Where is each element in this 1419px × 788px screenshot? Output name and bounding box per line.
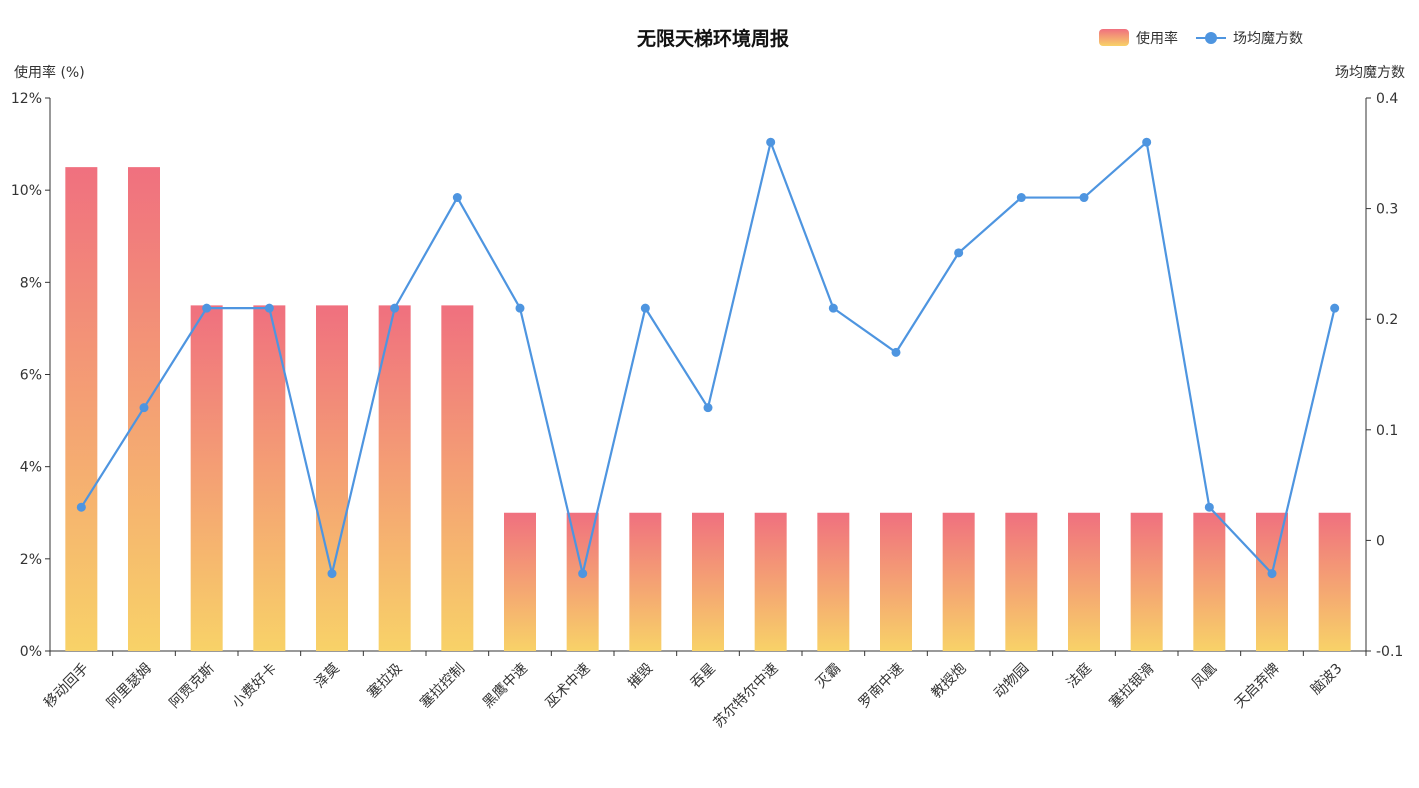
x-category-label: 黑鹰中速 — [480, 661, 531, 712]
avg-cubes-point[interactable] — [1079, 193, 1089, 203]
usage-bar[interactable] — [880, 512, 912, 651]
x-category-label: 摧毁 — [625, 661, 656, 692]
avg-cubes-point[interactable] — [891, 347, 901, 357]
bar-series-usage — [65, 167, 1351, 651]
avg-cubes-point[interactable] — [1142, 137, 1152, 147]
avg-cubes-point[interactable] — [1267, 569, 1277, 579]
x-category-label: 法庭 — [1063, 660, 1095, 692]
usage-bar[interactable] — [817, 512, 850, 651]
left-tick-label: 2% — [20, 552, 42, 568]
x-category-label: 塞拉圾 — [364, 660, 406, 702]
left-tick-label: 0% — [20, 644, 42, 660]
usage-bar[interactable] — [378, 305, 411, 651]
left-tick-label: 10% — [11, 183, 42, 199]
avg-cubes-point[interactable] — [139, 403, 149, 413]
usage-bar[interactable] — [942, 512, 975, 651]
avg-cubes-point[interactable] — [1330, 303, 1340, 313]
avg-cubes-point[interactable] — [515, 303, 525, 313]
x-category-label: 凤凰 — [1189, 661, 1220, 692]
usage-bar[interactable] — [629, 512, 662, 651]
usage-bar[interactable] — [692, 512, 724, 651]
right-tick-label: 0.4 — [1376, 91, 1398, 107]
legend-bar-swatch — [1099, 29, 1129, 46]
avg-cubes-point[interactable] — [828, 303, 838, 313]
left-axis-ticks: 0% 2% 4% 6% 8% 10% 12% — [11, 91, 50, 660]
legend-line-marker — [1205, 32, 1217, 44]
legend-label-avg-cubes: 场均魔方数 — [1233, 31, 1303, 47]
avg-cubes-point[interactable] — [954, 248, 964, 258]
avg-cubes-point[interactable] — [390, 303, 400, 313]
avg-cubes-point[interactable] — [327, 569, 337, 579]
avg-cubes-point[interactable] — [1016, 193, 1026, 203]
usage-bar[interactable] — [1130, 512, 1163, 651]
x-category-label: 教授炮 — [928, 661, 969, 702]
legend[interactable]: 使用率 场均魔方数 — [1099, 29, 1303, 47]
usage-bar[interactable] — [441, 305, 474, 651]
line-series-avg-cubes — [76, 137, 1340, 579]
x-axis-ticks: 移动回手 阿里瑟姆 阿贾克斯 小费好卡 泽莫 塞拉圾 塞拉控制 黑鹰中速 巫术中速 摧毁 吞星苏尔特… — [41, 651, 1367, 732]
legend-item-avg-cubes[interactable]: 场均魔方数 — [1196, 31, 1303, 47]
x-category-label: 动物园 — [991, 661, 1032, 702]
usage-bar[interactable] — [1005, 512, 1038, 651]
x-category-label: 泽莫 — [312, 661, 343, 692]
x-category-label: 脑波3 — [1308, 661, 1345, 698]
usage-bar[interactable] — [1256, 512, 1288, 651]
avg-cubes-point[interactable] — [76, 502, 86, 512]
right-tick-label: 0 — [1376, 533, 1385, 549]
x-category-label: 罗南中速 — [856, 661, 907, 712]
x-category-label: 阿里瑟姆 — [104, 661, 155, 712]
usage-bar[interactable] — [65, 167, 98, 651]
x-category-label: 苏尔特尔中速 — [711, 661, 782, 732]
avg-cubes-point[interactable] — [703, 403, 713, 413]
left-tick-label: 12% — [11, 91, 42, 107]
left-tick-label: 4% — [20, 460, 42, 476]
x-category-label: 巫术中速 — [543, 661, 594, 712]
left-axis-name: 使用率 (%) — [14, 64, 85, 81]
usage-bar[interactable] — [754, 512, 787, 651]
avg-cubes-point[interactable] — [264, 303, 274, 313]
avg-cubes-point[interactable] — [1204, 502, 1214, 512]
right-tick-label: -0.1 — [1376, 644, 1403, 660]
x-category-label: 塞拉银滑 — [1106, 660, 1158, 712]
usage-bar[interactable] — [1318, 512, 1351, 651]
x-category-label: 灭霸 — [813, 661, 844, 692]
usage-bar[interactable] — [1068, 512, 1100, 651]
x-category-label: 塞拉控制 — [417, 660, 469, 712]
x-category-label: 吞星 — [688, 661, 719, 692]
chart-title: 无限天梯环境周报 — [637, 27, 789, 50]
x-category-label: 小费好卡 — [229, 661, 280, 712]
usage-bar[interactable] — [504, 512, 536, 651]
x-category-label: 阿贾克斯 — [167, 661, 218, 712]
right-axis-ticks: -0.1 0 0.1 0.2 0.3 0.4 — [1366, 91, 1403, 660]
avg-cubes-point[interactable] — [452, 193, 462, 203]
avg-cubes-point[interactable] — [640, 303, 650, 313]
avg-cubes-point[interactable] — [578, 569, 588, 579]
usage-bar[interactable] — [190, 305, 223, 651]
avg-cubes-point[interactable] — [766, 137, 776, 147]
legend-item-usage[interactable]: 使用率 — [1099, 29, 1178, 47]
usage-bar[interactable] — [566, 512, 599, 651]
usage-bar[interactable] — [1193, 512, 1226, 651]
usage-bar[interactable] — [253, 305, 286, 651]
left-tick-label: 6% — [20, 368, 42, 384]
x-category-label: 天启弃牌 — [1231, 660, 1283, 712]
right-tick-label: 0.1 — [1376, 423, 1398, 439]
right-axis-name: 场均魔方数 — [1335, 65, 1405, 81]
legend-label-usage: 使用率 — [1136, 30, 1178, 47]
avg-cubes-point[interactable] — [202, 303, 212, 313]
x-category-label: 移动回手 — [41, 661, 92, 712]
right-tick-label: 0.2 — [1376, 312, 1398, 328]
usage-bar[interactable] — [316, 305, 348, 651]
left-tick-label: 8% — [20, 275, 42, 291]
right-tick-label: 0.3 — [1376, 202, 1398, 218]
